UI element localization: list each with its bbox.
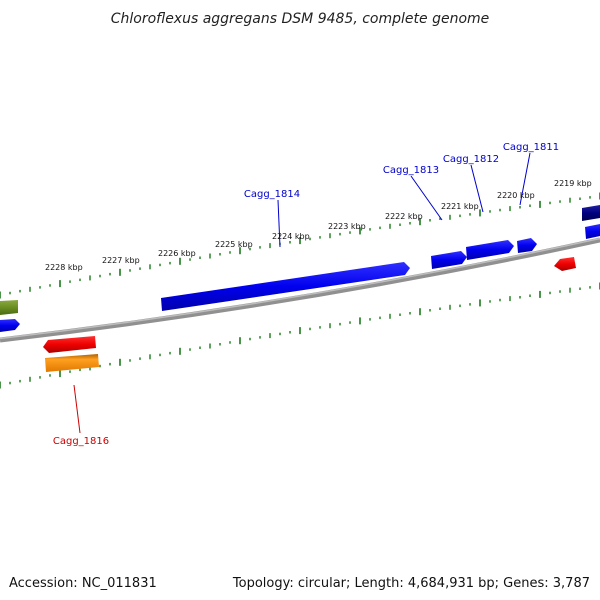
leader-line xyxy=(519,152,531,206)
leader-line xyxy=(73,384,81,434)
gene-reverse-red[interactable] xyxy=(43,336,96,353)
gene-cagg-1813[interactable] xyxy=(431,251,467,269)
inner-tick-track xyxy=(0,282,600,389)
outer-tick-track xyxy=(0,192,600,299)
map-title: Chloroflexus aggregans DSM 9485, complet… xyxy=(111,11,490,27)
gene-label-cagg-1813[interactable]: Cagg_1813 xyxy=(383,165,439,176)
gene-label-cagg-1816[interactable]: Cagg_1816 xyxy=(53,436,109,447)
kbp-label: 2226 kbp xyxy=(158,249,196,258)
leader-line xyxy=(410,175,443,221)
gene-olive-left-edge[interactable] xyxy=(0,300,18,315)
gene-cagg-1811[interactable] xyxy=(517,238,537,253)
kbp-label: 2223 kbp xyxy=(328,222,366,231)
genome-backbone xyxy=(0,237,600,343)
gene-cagg-1816[interactable] xyxy=(45,354,99,372)
gene-reverse-red-right[interactable] xyxy=(554,257,576,271)
kbp-label: 2222 kbp xyxy=(385,212,423,221)
kbp-label: 2225 kbp xyxy=(215,240,253,249)
gene-forward-left-edge[interactable] xyxy=(0,319,20,332)
gene-label-cagg-1814[interactable]: Cagg_1814 xyxy=(244,189,300,200)
genome-backbone-highlight xyxy=(0,237,600,340)
kbp-label: 2228 kbp xyxy=(45,263,83,272)
kbp-label: 2221 kbp xyxy=(441,202,479,211)
gene-cagg-1812[interactable] xyxy=(466,240,514,260)
gene-forward-right-edge[interactable] xyxy=(585,224,600,239)
gene-navy-right-edge[interactable] xyxy=(582,205,600,221)
gene-cagg-1814[interactable] xyxy=(161,262,410,311)
leader-line xyxy=(470,164,484,213)
kbp-label: 2220 kbp xyxy=(497,191,535,200)
kbp-label: 2224 kbp xyxy=(272,232,310,241)
gene-label-cagg-1811[interactable]: Cagg_1811 xyxy=(503,142,559,153)
kbp-label: 2227 kbp xyxy=(102,256,140,265)
genome-summary-text: Topology: circular; Length: 4,684,931 bp… xyxy=(232,576,590,591)
kbp-label: 2219 kbp xyxy=(554,179,592,188)
leader-line xyxy=(277,199,281,248)
gene-label-cagg-1812[interactable]: Cagg_1812 xyxy=(443,154,499,165)
accession-text: Accession: NC_011831 xyxy=(9,576,157,591)
